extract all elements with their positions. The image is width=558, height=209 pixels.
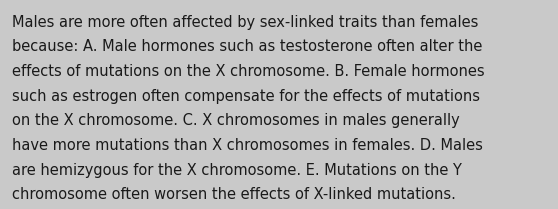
Text: are hemizygous for the X chromosome. E. Mutations on the Y: are hemizygous for the X chromosome. E. … — [12, 163, 462, 178]
Text: on the X chromosome. C. X chromosomes in males generally: on the X chromosome. C. X chromosomes in… — [12, 113, 460, 128]
Text: because: A. Male hormones such as testosterone often alter the: because: A. Male hormones such as testos… — [12, 39, 483, 54]
Text: chromosome often worsen the effects of X-linked mutations.: chromosome often worsen the effects of X… — [12, 187, 456, 202]
Text: have more mutations than X chromosomes in females. D. Males: have more mutations than X chromosomes i… — [12, 138, 483, 153]
Text: Males are more often affected by sex-linked traits than females: Males are more often affected by sex-lin… — [12, 15, 479, 30]
Text: such as estrogen often compensate for the effects of mutations: such as estrogen often compensate for th… — [12, 89, 480, 104]
Text: effects of mutations on the X chromosome. B. Female hormones: effects of mutations on the X chromosome… — [12, 64, 485, 79]
